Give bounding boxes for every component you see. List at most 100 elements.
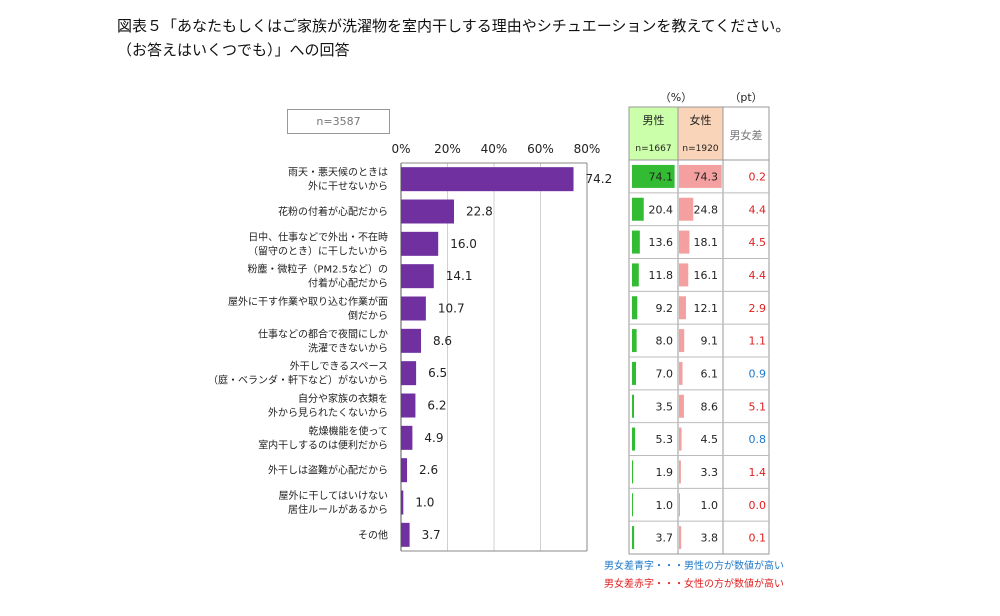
category-label: （留守のとき）に干したいから <box>248 244 388 257</box>
diff-value-label: 0.8 <box>749 433 767 446</box>
male-value-label: 1.0 <box>656 499 674 512</box>
category-label: 倒だから <box>348 310 388 322</box>
bar <box>401 231 439 256</box>
category-label: 外から見られたくないから <box>268 407 388 419</box>
bar-value-label: 16.0 <box>450 237 477 251</box>
male-bar <box>632 493 633 517</box>
male-value-label: 3.5 <box>656 400 674 413</box>
female-value-label: 3.8 <box>701 532 719 545</box>
bar-value-label: 10.7 <box>438 302 465 316</box>
bar-value-label: 22.8 <box>466 205 493 219</box>
diff-value-label: 1.4 <box>749 466 767 479</box>
male-value-label: 7.0 <box>656 367 674 380</box>
female-sample-size: n=1920 <box>682 144 718 154</box>
unit-pt-label: （pt） <box>729 91 762 104</box>
female-value-label: 3.3 <box>701 466 719 479</box>
x-tick-label: 40% <box>481 142 508 156</box>
male-value-label: 74.1 <box>649 170 674 183</box>
female-value-label: 4.5 <box>701 433 719 446</box>
bar <box>401 361 417 386</box>
diff-value-label: 0.0 <box>749 499 767 512</box>
category-label: 洗濯できないから <box>308 342 388 354</box>
category-label: 雨天・悪天候のときは <box>288 166 388 179</box>
title-line-1: 図表５「あなたもしくはご家族が洗濯物を室内干しする理由やシチュエーションを教えて… <box>117 17 791 35</box>
x-tick-label: 80% <box>574 142 601 156</box>
male-bar <box>632 230 640 254</box>
category-label: 外干しは盗難が心配だから <box>268 464 388 477</box>
x-tick-label: 20% <box>434 142 461 156</box>
male-value-label: 5.3 <box>656 433 674 446</box>
male-bar <box>632 263 639 287</box>
bar-value-label: 74.2 <box>586 172 613 186</box>
female-bar <box>679 164 722 188</box>
male-bar <box>632 460 634 484</box>
bar <box>401 264 434 289</box>
bar-value-label: 6.5 <box>428 366 447 380</box>
bar <box>401 425 413 450</box>
female-bar <box>679 361 683 385</box>
female-value-label: 9.1 <box>701 335 719 348</box>
diff-value-label: 4.4 <box>749 203 767 216</box>
female-bar <box>679 394 684 418</box>
male-header-cell <box>628 106 679 161</box>
male-sample-size: n=1667 <box>635 144 671 154</box>
bar <box>401 393 416 418</box>
female-value-label: 24.8 <box>694 203 719 216</box>
bar-value-label: 6.2 <box>427 399 446 413</box>
diff-value-label: 5.1 <box>749 400 767 413</box>
diff-header-cell <box>722 106 770 161</box>
female-bar <box>679 493 680 517</box>
male-value-label: 13.6 <box>649 236 674 249</box>
female-value-label: 6.1 <box>701 367 719 380</box>
diff-value-label: 0.1 <box>749 532 767 545</box>
bar-value-label: 8.6 <box>433 334 452 348</box>
bar <box>401 199 455 224</box>
category-label: 仕事などの都合で夜間にしか <box>258 327 388 340</box>
male-bar <box>632 164 675 188</box>
category-label: 日中、仕事などで外出・不在時 <box>248 230 388 243</box>
female-bar <box>679 230 690 254</box>
male-bar <box>632 296 638 320</box>
category-label: 室内干しするのは便利だから <box>258 438 388 451</box>
female-value-label: 18.1 <box>694 236 719 249</box>
male-value-label: 8.0 <box>656 335 674 348</box>
male-value-label: 11.8 <box>649 269 674 282</box>
category-label: その他 <box>358 528 388 541</box>
male-value-label: 3.7 <box>656 532 674 545</box>
female-value-label: 74.3 <box>694 170 719 183</box>
female-value-label: 16.1 <box>694 269 719 282</box>
chart-title: 図表５「あなたもしくはご家族が洗濯物を室内干しする理由やシチュエーションを教えて… <box>117 14 790 62</box>
footnote-red: 男女差赤字・・・女性の方が数値が高い <box>604 579 784 590</box>
female-bar <box>679 427 682 451</box>
female-bar <box>679 526 682 550</box>
bar-value-label: 4.9 <box>424 431 443 445</box>
unit-percent-label: （%） <box>660 91 692 104</box>
x-tick-label: 0% <box>391 142 410 156</box>
bar-value-label: 14.1 <box>446 269 473 283</box>
category-label: 花粉の付着が心配だから <box>278 205 388 218</box>
category-label: 居住ルールがあるから <box>288 503 388 516</box>
female-bar <box>679 197 694 221</box>
diff-value-label: 0.9 <box>749 367 767 380</box>
category-label: 屋外に干してはいけない <box>279 490 389 502</box>
category-label: 外に干せないから <box>308 181 388 193</box>
bar <box>401 458 408 483</box>
category-label: 外干しできるスペース <box>290 361 388 373</box>
male-value-label: 20.4 <box>649 203 674 216</box>
diff-value-label: 2.9 <box>749 302 767 315</box>
male-bar <box>632 526 635 550</box>
category-label: 自分や家族の衣類を <box>298 392 388 405</box>
bar-value-label: 2.6 <box>419 463 438 477</box>
female-bar <box>679 460 681 484</box>
male-bar <box>632 197 644 221</box>
category-label: 粉塵・微粒子（PM2.5など）の <box>247 263 388 276</box>
male-header-label: 男性 <box>643 113 665 127</box>
female-bar <box>679 329 685 353</box>
female-value-label: 12.1 <box>694 302 719 315</box>
female-bar <box>679 263 689 287</box>
female-value-label: 8.6 <box>701 400 719 413</box>
category-label: 屋外に干す作業や取り込む作業が面 <box>228 295 388 308</box>
diff-value-label: 4.4 <box>749 269 767 282</box>
male-bar <box>632 427 636 451</box>
